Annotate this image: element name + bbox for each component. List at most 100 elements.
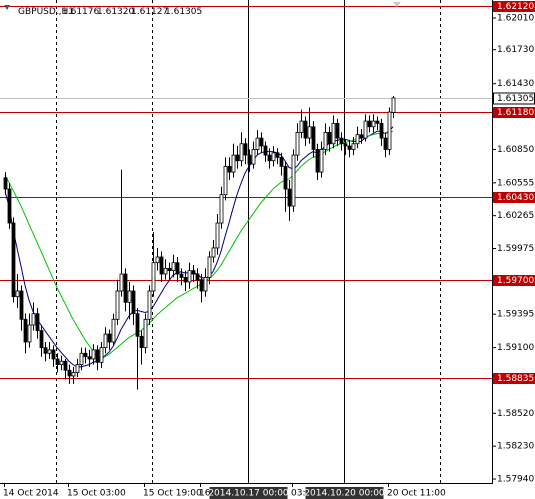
candle-body bbox=[27, 324, 32, 343]
y-tick-label: 1.57940 bbox=[497, 475, 534, 485]
candle-body bbox=[143, 318, 148, 349]
candle-body bbox=[327, 132, 332, 145]
candle-body bbox=[279, 156, 284, 167]
candle-body bbox=[363, 120, 368, 139]
candle-body bbox=[239, 143, 244, 162]
candle-body bbox=[351, 143, 356, 150]
candle-body bbox=[227, 165, 232, 173]
candle-body bbox=[379, 122, 384, 139]
candle-body bbox=[187, 270, 192, 283]
candle-body bbox=[99, 347, 104, 363]
time-label-box bbox=[305, 487, 384, 499]
candle-body bbox=[11, 222, 16, 298]
candle-body bbox=[47, 349, 52, 354]
candle-body bbox=[115, 290, 120, 320]
candle-body bbox=[211, 247, 216, 258]
moving-average bbox=[4, 130, 394, 360]
y-tick-label: 1.58230 bbox=[497, 442, 534, 452]
candle-body bbox=[91, 349, 96, 360]
candle-body bbox=[343, 143, 348, 147]
candle-body bbox=[223, 165, 228, 196]
x-tick-label: 2014.10.17 00:00 bbox=[208, 489, 289, 499]
time-label-box bbox=[209, 487, 288, 499]
level-label-box bbox=[493, 275, 535, 286]
y-tick-label: 1.59100 bbox=[497, 343, 534, 353]
candle-body bbox=[19, 290, 24, 320]
y-tick-label: 1.60555 bbox=[497, 178, 534, 188]
candle-body bbox=[391, 97, 396, 113]
candle-body bbox=[315, 149, 320, 173]
header-low: 1.61127 bbox=[131, 7, 168, 17]
header-close: 1.61305 bbox=[165, 7, 202, 17]
candle-body bbox=[371, 120, 376, 128]
level-label: 1.58835 bbox=[497, 374, 534, 384]
y-tick-label: 1.59975 bbox=[497, 244, 534, 254]
y-tick-label: 1.58520 bbox=[497, 409, 534, 419]
candle-body bbox=[235, 154, 240, 162]
current-price-label: 1.61305 bbox=[497, 94, 534, 104]
candle-body bbox=[155, 256, 160, 264]
candle-body bbox=[87, 356, 92, 360]
candle-body bbox=[131, 290, 136, 315]
candle-body bbox=[275, 152, 280, 158]
candle-body bbox=[335, 122, 340, 139]
y-tick-label: 1.62010 bbox=[497, 14, 534, 24]
menu-icon[interactable] bbox=[4, 5, 10, 10]
candle-body bbox=[215, 222, 220, 249]
candle-body bbox=[191, 270, 196, 275]
candle-body bbox=[283, 165, 288, 190]
candle-body bbox=[63, 360, 68, 371]
candle-body bbox=[303, 120, 308, 139]
candle-body bbox=[51, 349, 56, 360]
x-tick-label: 03: bbox=[291, 489, 305, 499]
candle-body bbox=[55, 358, 60, 366]
y-tick-label: 1.60265 bbox=[497, 211, 534, 221]
level-label: 1.62120 bbox=[497, 2, 534, 12]
header: GBPUSD.,H1 1.61176 1.61320 1.61127 1.613… bbox=[18, 7, 202, 17]
candle-body bbox=[263, 145, 268, 156]
candle-body bbox=[123, 273, 128, 303]
candle-body bbox=[135, 313, 140, 337]
x-tick-label: 14 Oct 2014 bbox=[3, 489, 59, 499]
candle-body bbox=[183, 277, 188, 283]
candle-body bbox=[31, 313, 36, 326]
candle-body bbox=[151, 262, 156, 292]
shift-marker bbox=[393, 2, 401, 7]
candle-body bbox=[251, 149, 256, 165]
candle-body bbox=[219, 194, 224, 224]
candle-body bbox=[307, 126, 312, 139]
candle-body bbox=[67, 369, 72, 377]
candle-body bbox=[195, 273, 200, 281]
candle-body bbox=[287, 188, 292, 207]
x-tick-label: 20 Oct 11:00 bbox=[387, 489, 446, 499]
candle-body bbox=[175, 262, 180, 275]
candle-body bbox=[147, 290, 152, 320]
candle-body bbox=[231, 154, 236, 173]
candle-body bbox=[83, 352, 88, 358]
level-label-box bbox=[493, 1, 535, 12]
x-tick-label: 16 bbox=[199, 489, 211, 499]
candle-body bbox=[39, 330, 44, 349]
x-tick-label: 2014.10.20 00:00 bbox=[304, 489, 385, 499]
candle-body bbox=[311, 126, 316, 150]
y-tick-label: 1.61430 bbox=[497, 79, 534, 89]
candle-body bbox=[267, 154, 272, 162]
plot-area bbox=[0, 0, 492, 483]
level-label-box bbox=[493, 107, 535, 118]
candle-body bbox=[75, 364, 80, 373]
candle-body bbox=[119, 273, 124, 292]
x-tick-label: 15 Oct 03:00 bbox=[67, 489, 126, 499]
candle-body bbox=[271, 152, 276, 162]
candle-body bbox=[171, 262, 176, 272]
candle-body bbox=[339, 137, 344, 145]
candle-body bbox=[7, 188, 12, 224]
candle-body bbox=[259, 137, 264, 147]
candle-body bbox=[159, 256, 164, 275]
candle-body bbox=[203, 277, 208, 292]
candle-body bbox=[247, 154, 252, 165]
candle-body bbox=[111, 318, 116, 343]
y-tick-label: 1.60850 bbox=[497, 145, 534, 155]
